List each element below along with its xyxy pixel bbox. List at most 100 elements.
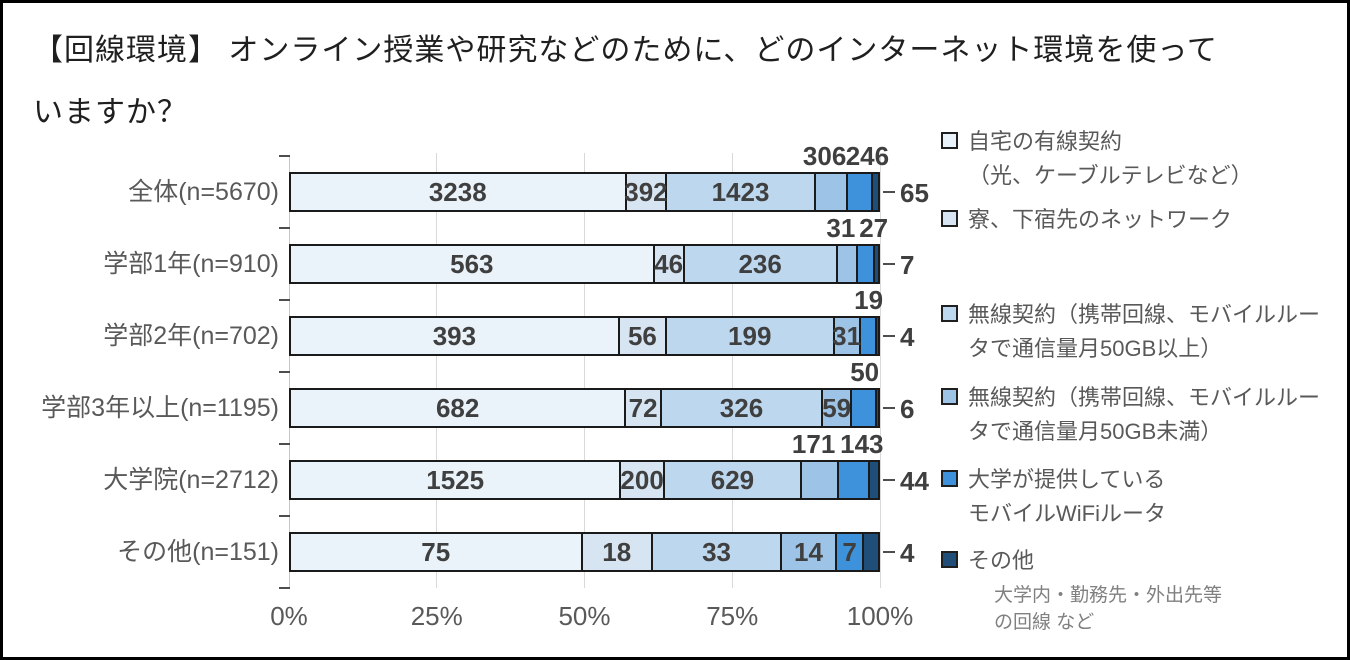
legend-swatch-icon (941, 470, 958, 487)
bar-segment (815, 172, 848, 212)
outside-label: 4 (900, 322, 915, 352)
segment-label: 72 (628, 393, 658, 423)
segment-label: 14 (794, 537, 823, 567)
legend-label: 無線契約（携帯回線、モバイルルー タで通信量月50GB以上） (968, 298, 1320, 366)
bar-segment: 46 (654, 244, 685, 284)
segment-label: 46 (654, 249, 684, 279)
above-label: 50 (850, 357, 880, 387)
x-axis-label: 75% (706, 601, 759, 631)
legend-label-line: 無線契約（携帯回線、モバイルルー (968, 385, 1321, 410)
axis-tick (279, 299, 290, 301)
category-label: 全体(n=5670) (128, 178, 279, 206)
leader-line (883, 479, 895, 481)
segment-label: 56 (627, 321, 657, 351)
segment-label: 393 (432, 321, 477, 351)
legend-item: その他大学内・勤務先・外出先等 の回線 など (941, 544, 1222, 636)
bar-segment: 14 (782, 532, 837, 572)
bar-segment: 629 (664, 460, 802, 500)
above-label: 246 (845, 141, 890, 171)
legend-label-line: 自宅の有線契約 (968, 129, 1123, 154)
bar-segment: 33 (652, 532, 783, 572)
bar-segment (860, 316, 877, 356)
outside-label: 6 (900, 394, 915, 424)
outside-label: 4 (900, 538, 915, 568)
category-label: 学部2年(n=702) (103, 322, 279, 350)
above-label: 19 (854, 285, 884, 315)
x-axis-label: 50% (558, 601, 611, 631)
gridline (879, 153, 881, 588)
bar-segment (857, 244, 876, 284)
bar-segment: 72 (626, 388, 662, 428)
bar-row: 563 46 236 (289, 244, 880, 284)
segment-label: 629 (710, 465, 755, 495)
bar-segment: 1525 (289, 460, 622, 500)
segment-label: 392 (624, 177, 668, 207)
legend-label-line: その他 (968, 548, 1035, 573)
legend-item: 自宅の有線契約 （光、ケーブルテレビなど） (941, 125, 1253, 193)
bar-segment: 326 (661, 388, 824, 428)
segment-label: 33 (702, 537, 731, 567)
x-axis-label: 100% (846, 601, 914, 631)
legend-sublabel: 大学内・勤務先・外出先等 の回線 など (968, 582, 1222, 636)
legend-swatch-icon (941, 132, 958, 149)
segment-label: 59 (822, 393, 852, 423)
above-label: 31 (826, 213, 856, 243)
legend-label-line: 無線契約（携帯回線、モバイルルー (968, 302, 1321, 327)
segment-label: 1423 (711, 177, 770, 207)
gridline (731, 153, 733, 588)
bar-row: 75 18 33 14 7 (289, 532, 880, 572)
bar-segment (870, 460, 880, 500)
bar-segment (873, 172, 880, 212)
legend-item: 寮、下宿先のネットワーク (941, 203, 1232, 237)
bar-segment (852, 388, 877, 428)
chart-title-line-2: いますか？ (33, 96, 188, 129)
segment-label: 3238 (428, 177, 487, 207)
legend-label: 無線契約（携帯回線、モバイルルー タで通信量月50GB未満） (968, 381, 1320, 449)
bar-segment: 75 (289, 532, 583, 572)
category-label: 学部3年以上(n=1195) (41, 394, 279, 422)
segment-label: 18 (602, 537, 632, 567)
bar-segment (876, 316, 880, 356)
above-label: 27 (859, 213, 889, 243)
above-label: 143 (840, 429, 884, 459)
bar-segment (801, 460, 840, 500)
segment-label: 200 (620, 465, 664, 495)
outside-label: 44 (900, 466, 929, 496)
legend-label-line: タで通信量月50GB未満） (968, 419, 1223, 444)
legend-swatch-icon (941, 388, 958, 405)
above-label: 306 (802, 141, 847, 171)
bar-segment: 3238 (289, 172, 627, 212)
bar-segment: 682 (289, 388, 627, 428)
bar-segment: 1423 (667, 172, 816, 212)
bar-segment (837, 244, 858, 284)
legend-swatch-icon (941, 305, 958, 322)
category-label: 学部1年(n=910) (103, 250, 279, 278)
segment-label: 1525 (426, 465, 485, 495)
outside-label: 7 (900, 250, 915, 280)
segment-label: 75 (421, 537, 451, 567)
bar-segment (847, 172, 874, 212)
leader-line (883, 407, 895, 409)
axis-tick (279, 587, 290, 589)
above-label: 171 (791, 429, 836, 459)
legend-swatch-icon (941, 551, 958, 568)
legend-label-line: （光、ケーブルテレビなど） (968, 163, 1253, 188)
bar-segment: 56 (619, 316, 667, 356)
bar-segment (875, 244, 880, 284)
chart-title-line-1: 【回線環境】 オンライン授業や研究などのために、どのインターネット環境を使って (33, 34, 1218, 67)
bar-segment: 200 (620, 460, 665, 500)
legend-label: その他大学内・勤務先・外出先等 の回線 など (968, 544, 1222, 636)
legend-label-line: 大学が提供している (968, 467, 1166, 492)
segment-label: 326 (719, 393, 764, 423)
category-label: その他(n=151) (117, 538, 279, 566)
bar-segment: 392 (624, 172, 668, 212)
bar-row: 3238 392 1423 (289, 172, 880, 212)
axis-tick (279, 515, 290, 517)
bar-segment: 393 (289, 316, 620, 356)
axis-tick (279, 371, 290, 373)
outside-label: 65 (900, 178, 929, 208)
bar-row: 393 56 199 31 (289, 316, 880, 356)
legend-item: 無線契約（携帯回線、モバイルルー タで通信量月50GB未満） (941, 381, 1320, 449)
segment-label: 199 (728, 321, 772, 351)
